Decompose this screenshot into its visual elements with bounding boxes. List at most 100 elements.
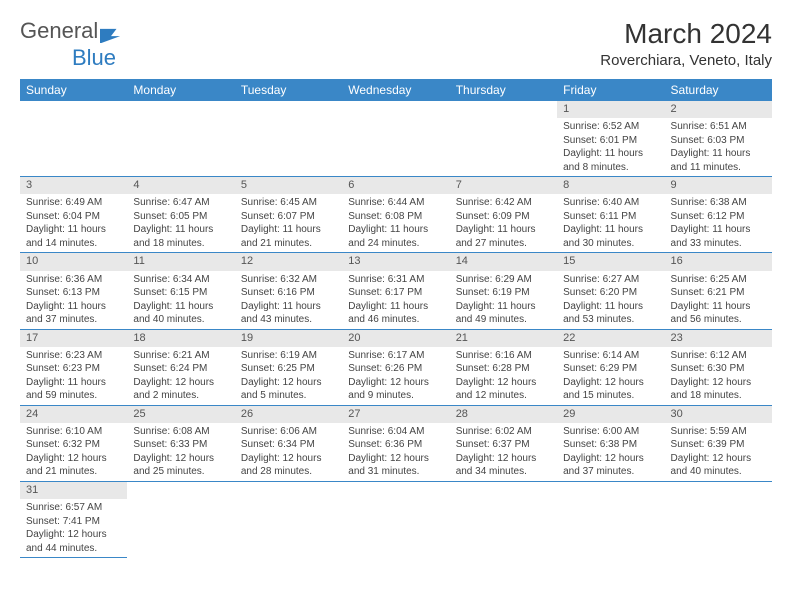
day-body: Sunrise: 6:16 AMSunset: 6:28 PMDaylight:… xyxy=(450,347,557,405)
day-body: Sunrise: 6:29 AMSunset: 6:19 PMDaylight:… xyxy=(450,271,557,329)
calendar-cell: 6Sunrise: 6:44 AMSunset: 6:08 PMDaylight… xyxy=(342,177,449,253)
calendar-cell: 11Sunrise: 6:34 AMSunset: 6:15 PMDayligh… xyxy=(127,253,234,329)
calendar-cell xyxy=(127,481,234,557)
calendar-cell: 25Sunrise: 6:08 AMSunset: 6:33 PMDayligh… xyxy=(127,405,234,481)
day-number: 31 xyxy=(20,482,127,499)
sunrise-text: Sunrise: 6:06 AM xyxy=(241,425,336,439)
sunset-text: Sunset: 6:24 PM xyxy=(133,362,228,376)
sunrise-text: Sunrise: 6:16 AM xyxy=(456,349,551,363)
day-body: Sunrise: 6:27 AMSunset: 6:20 PMDaylight:… xyxy=(557,271,664,329)
sunrise-text: Sunrise: 6:17 AM xyxy=(348,349,443,363)
daylight-text: Daylight: 11 hours and 18 minutes. xyxy=(133,223,228,250)
day-number: 1 xyxy=(557,101,664,118)
day-body: Sunrise: 6:17 AMSunset: 6:26 PMDaylight:… xyxy=(342,347,449,405)
calendar-cell: 18Sunrise: 6:21 AMSunset: 6:24 PMDayligh… xyxy=(127,329,234,405)
calendar-cell xyxy=(450,481,557,557)
sunset-text: Sunset: 6:33 PM xyxy=(133,438,228,452)
sunset-text: Sunset: 6:39 PM xyxy=(671,438,766,452)
calendar-cell: 31Sunrise: 6:57 AMSunset: 7:41 PMDayligh… xyxy=(20,481,127,557)
calendar-cell: 1Sunrise: 6:52 AMSunset: 6:01 PMDaylight… xyxy=(557,101,664,177)
sunset-text: Sunset: 6:26 PM xyxy=(348,362,443,376)
calendar-body: 1Sunrise: 6:52 AMSunset: 6:01 PMDaylight… xyxy=(20,101,772,558)
calendar-cell xyxy=(342,101,449,177)
sunrise-text: Sunrise: 6:08 AM xyxy=(133,425,228,439)
sunset-text: Sunset: 6:01 PM xyxy=(563,134,658,148)
day-body: Sunrise: 6:45 AMSunset: 6:07 PMDaylight:… xyxy=(235,194,342,252)
daylight-text: Daylight: 12 hours and 21 minutes. xyxy=(26,452,121,479)
calendar-cell xyxy=(450,101,557,177)
sunset-text: Sunset: 6:36 PM xyxy=(348,438,443,452)
calendar-cell: 9Sunrise: 6:38 AMSunset: 6:12 PMDaylight… xyxy=(665,177,772,253)
day-number: 22 xyxy=(557,330,664,347)
day-number: 8 xyxy=(557,177,664,194)
sunset-text: Sunset: 6:21 PM xyxy=(671,286,766,300)
calendar-row: 24Sunrise: 6:10 AMSunset: 6:32 PMDayligh… xyxy=(20,405,772,481)
daylight-text: Daylight: 12 hours and 31 minutes. xyxy=(348,452,443,479)
day-number: 6 xyxy=(342,177,449,194)
sunrise-text: Sunrise: 6:49 AM xyxy=(26,196,121,210)
day-number: 29 xyxy=(557,406,664,423)
daylight-text: Daylight: 11 hours and 49 minutes. xyxy=(456,300,551,327)
day-body: Sunrise: 6:00 AMSunset: 6:38 PMDaylight:… xyxy=(557,423,664,481)
daylight-text: Daylight: 12 hours and 44 minutes. xyxy=(26,528,121,555)
day-body: Sunrise: 6:19 AMSunset: 6:25 PMDaylight:… xyxy=(235,347,342,405)
sunrise-text: Sunrise: 6:32 AM xyxy=(241,273,336,287)
weekday-header: Saturday xyxy=(665,79,772,101)
day-number: 23 xyxy=(665,330,772,347)
sunset-text: Sunset: 6:15 PM xyxy=(133,286,228,300)
day-body: Sunrise: 6:32 AMSunset: 6:16 PMDaylight:… xyxy=(235,271,342,329)
sunrise-text: Sunrise: 6:52 AM xyxy=(563,120,658,134)
day-body: Sunrise: 6:38 AMSunset: 6:12 PMDaylight:… xyxy=(665,194,772,252)
daylight-text: Daylight: 11 hours and 59 minutes. xyxy=(26,376,121,403)
calendar-cell xyxy=(127,101,234,177)
weekday-header: Friday xyxy=(557,79,664,101)
sunrise-text: Sunrise: 6:34 AM xyxy=(133,273,228,287)
day-number: 3 xyxy=(20,177,127,194)
logo-text-1: General xyxy=(20,18,98,44)
day-number: 14 xyxy=(450,253,557,270)
sunset-text: Sunset: 6:09 PM xyxy=(456,210,551,224)
calendar-row: 31Sunrise: 6:57 AMSunset: 7:41 PMDayligh… xyxy=(20,481,772,557)
sunrise-text: Sunrise: 6:14 AM xyxy=(563,349,658,363)
sunrise-text: Sunrise: 6:19 AM xyxy=(241,349,336,363)
weekday-header: Tuesday xyxy=(235,79,342,101)
calendar-cell xyxy=(342,481,449,557)
day-number: 11 xyxy=(127,253,234,270)
calendar-row: 17Sunrise: 6:23 AMSunset: 6:23 PMDayligh… xyxy=(20,329,772,405)
day-body: Sunrise: 6:51 AMSunset: 6:03 PMDaylight:… xyxy=(665,118,772,176)
daylight-text: Daylight: 11 hours and 21 minutes. xyxy=(241,223,336,250)
calendar-cell: 12Sunrise: 6:32 AMSunset: 6:16 PMDayligh… xyxy=(235,253,342,329)
sunrise-text: Sunrise: 6:21 AM xyxy=(133,349,228,363)
sunset-text: Sunset: 6:03 PM xyxy=(671,134,766,148)
daylight-text: Daylight: 12 hours and 37 minutes. xyxy=(563,452,658,479)
sunset-text: Sunset: 6:12 PM xyxy=(671,210,766,224)
day-body: Sunrise: 6:57 AMSunset: 7:41 PMDaylight:… xyxy=(20,499,127,557)
sunrise-text: Sunrise: 6:40 AM xyxy=(563,196,658,210)
day-body: Sunrise: 6:08 AMSunset: 6:33 PMDaylight:… xyxy=(127,423,234,481)
daylight-text: Daylight: 12 hours and 12 minutes. xyxy=(456,376,551,403)
day-number: 13 xyxy=(342,253,449,270)
day-body: Sunrise: 6:40 AMSunset: 6:11 PMDaylight:… xyxy=(557,194,664,252)
sunset-text: Sunset: 6:20 PM xyxy=(563,286,658,300)
daylight-text: Daylight: 12 hours and 9 minutes. xyxy=(348,376,443,403)
calendar-row: 1Sunrise: 6:52 AMSunset: 6:01 PMDaylight… xyxy=(20,101,772,177)
day-body: Sunrise: 6:52 AMSunset: 6:01 PMDaylight:… xyxy=(557,118,664,176)
day-number: 25 xyxy=(127,406,234,423)
sunrise-text: Sunrise: 6:29 AM xyxy=(456,273,551,287)
day-body: Sunrise: 6:10 AMSunset: 6:32 PMDaylight:… xyxy=(20,423,127,481)
sunset-text: Sunset: 6:34 PM xyxy=(241,438,336,452)
daylight-text: Daylight: 11 hours and 27 minutes. xyxy=(456,223,551,250)
sunset-text: Sunset: 6:29 PM xyxy=(563,362,658,376)
day-body: Sunrise: 6:31 AMSunset: 6:17 PMDaylight:… xyxy=(342,271,449,329)
weekday-header: Wednesday xyxy=(342,79,449,101)
sunrise-text: Sunrise: 6:45 AM xyxy=(241,196,336,210)
sunset-text: Sunset: 7:41 PM xyxy=(26,515,121,529)
day-number: 4 xyxy=(127,177,234,194)
calendar-cell: 26Sunrise: 6:06 AMSunset: 6:34 PMDayligh… xyxy=(235,405,342,481)
sunset-text: Sunset: 6:13 PM xyxy=(26,286,121,300)
day-number: 28 xyxy=(450,406,557,423)
day-number: 20 xyxy=(342,330,449,347)
day-number: 2 xyxy=(665,101,772,118)
daylight-text: Daylight: 12 hours and 18 minutes. xyxy=(671,376,766,403)
sunset-text: Sunset: 6:28 PM xyxy=(456,362,551,376)
